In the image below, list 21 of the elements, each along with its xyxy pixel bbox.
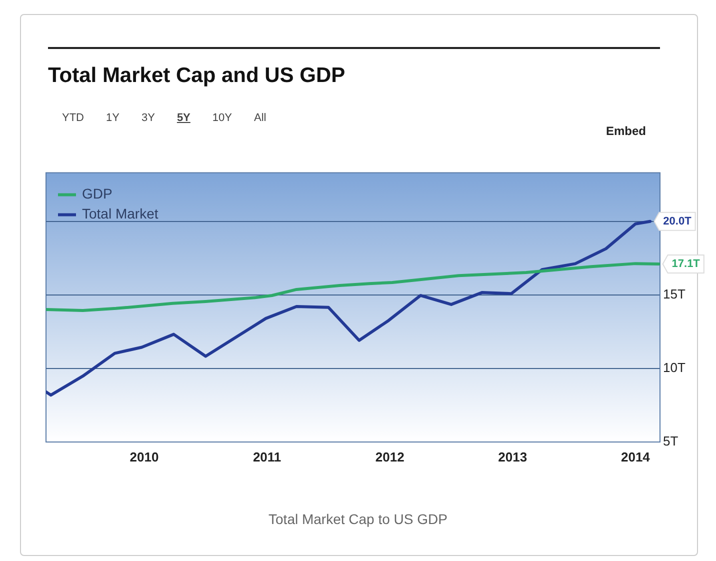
y-tick-label: 5T xyxy=(663,434,678,449)
x-tick-label: 2013 xyxy=(498,449,528,464)
data-label: 20.0T xyxy=(663,215,692,228)
legend-label: Total Market xyxy=(82,206,158,222)
text: 10Y xyxy=(212,112,232,124)
text: 5Y xyxy=(176,112,190,124)
chart-title: Total Market Cap and US GDP xyxy=(48,64,346,88)
text: Embed xyxy=(606,124,646,138)
text: Total Market Cap to US GDP xyxy=(268,511,448,527)
x-tick-label: 2012 xyxy=(375,449,404,464)
data-label: 17.1T xyxy=(672,258,700,270)
x-tick-label: 2010 xyxy=(130,449,159,464)
x-tick-label: 2011 xyxy=(252,449,282,464)
text: 1Y xyxy=(106,112,120,124)
legend-label: GDP xyxy=(82,186,112,202)
y-tick-label: 15T xyxy=(663,286,686,302)
text: YTD xyxy=(62,112,84,124)
x-tick-label: 2014 xyxy=(620,449,651,464)
text: 3Y xyxy=(141,112,155,124)
y-tick-label: 10T xyxy=(663,360,686,376)
text: All xyxy=(254,112,266,124)
